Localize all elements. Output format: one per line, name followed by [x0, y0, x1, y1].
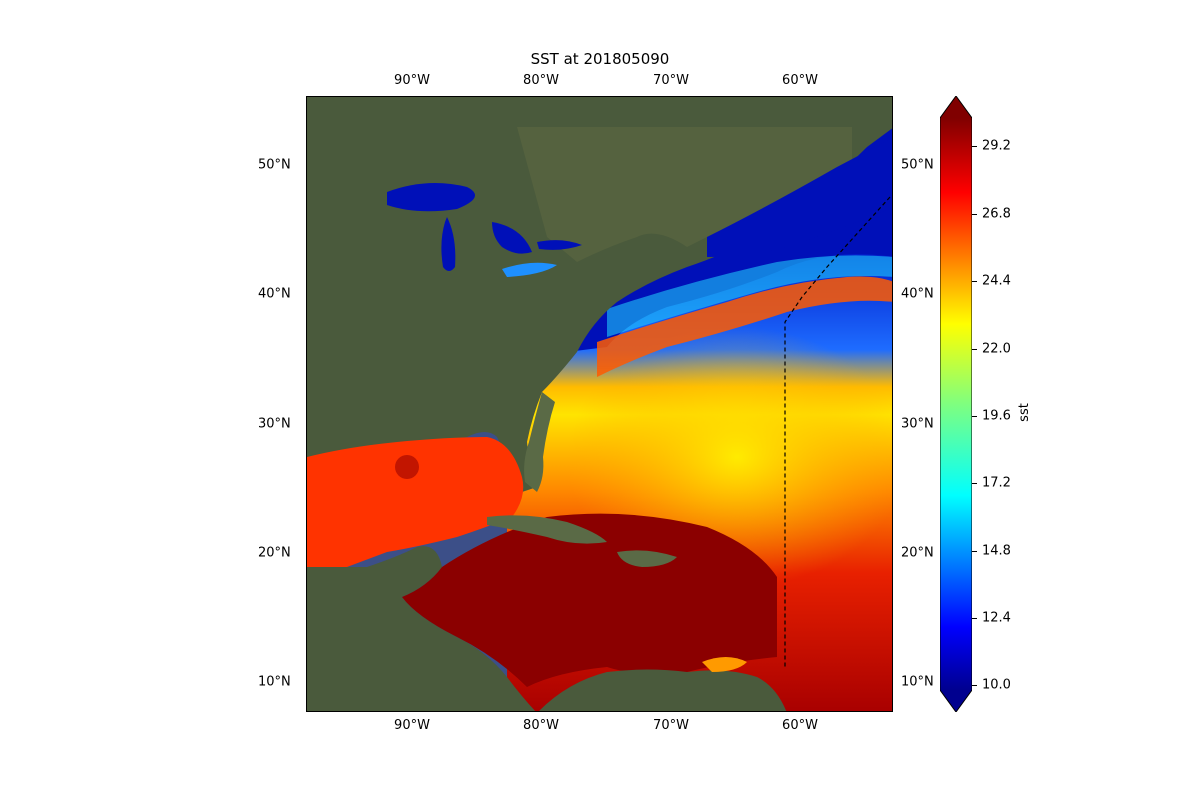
colorbar [940, 96, 972, 712]
lon-tick-top-60w: 60°W [782, 73, 818, 88]
colorbar-label: sst [1016, 403, 1032, 422]
cbar-tick-label: 29.2 [982, 138, 1011, 154]
lon-tick-top-70w: 70°W [653, 73, 689, 88]
lon-tick-bottom-70w: 70°W [653, 718, 689, 733]
colorbar-extend-max [940, 96, 972, 118]
lake-superior [387, 183, 475, 212]
cbar-tick-label: 10.0 [982, 677, 1011, 693]
lat-tick-right-20n: 20°N [901, 545, 934, 561]
dashed-boundary-line [784, 196, 891, 667]
cbar-tick-label: 22.0 [982, 341, 1011, 357]
cbar-tick-label: 24.4 [982, 273, 1011, 289]
lat-tick-left-40n: 40°N [258, 286, 291, 302]
cbar-tick-label: 14.8 [982, 543, 1011, 559]
lake-huron [492, 222, 532, 254]
cbar-tickmark [972, 146, 977, 147]
sst-gulf-of-mexico [307, 437, 524, 567]
land-cuba [487, 515, 607, 544]
lat-tick-right-50n: 50°N [901, 157, 934, 173]
sst-caribbean [402, 513, 777, 687]
cbar-tick-label: 12.4 [982, 610, 1011, 626]
sst-front-cyan [607, 255, 892, 337]
lon-tick-bottom-90w: 90°W [394, 718, 430, 733]
gulf-stream [597, 276, 892, 377]
cbar-tickmark [972, 685, 977, 686]
cbar-tickmark [972, 483, 977, 484]
gulf-eddy [395, 455, 419, 479]
cbar-tick-label: 19.6 [982, 408, 1011, 424]
lon-tick-bottom-80w: 80°W [523, 718, 559, 733]
sst-warm-coast [702, 657, 747, 672]
lake-erie [502, 262, 557, 277]
sst-map [306, 96, 893, 712]
land-canada [517, 127, 852, 262]
land-south-america [539, 669, 787, 711]
lat-tick-left-20n: 20°N [258, 545, 291, 561]
lon-tick-top-80w: 80°W [523, 73, 559, 88]
cbar-tickmark [972, 281, 977, 282]
cbar-tick-label: 17.2 [982, 475, 1011, 491]
lat-tick-left-30n: 30°N [258, 416, 291, 432]
cbar-tick-label: 26.8 [982, 206, 1011, 222]
lat-tick-right-10n: 10°N [901, 674, 934, 690]
colorbar-extend-min [940, 690, 972, 712]
cbar-tickmark [972, 416, 977, 417]
cbar-tickmark [972, 551, 977, 552]
lat-tick-left-50n: 50°N [258, 157, 291, 173]
cbar-tickmark [972, 618, 977, 619]
map-title: SST at 201805090 [530, 50, 670, 68]
lat-tick-right-30n: 30°N [901, 416, 934, 432]
gulf-st-lawrence [707, 138, 892, 257]
lon-tick-bottom-60w: 60°W [782, 718, 818, 733]
lat-tick-left-10n: 10°N [258, 674, 291, 690]
lake-michigan [441, 217, 456, 271]
land-florida [524, 392, 555, 492]
colorbar-gradient [940, 118, 972, 690]
lat-tick-right-40n: 40°N [901, 286, 934, 302]
cbar-tickmark [972, 214, 977, 215]
land-hispaniola [617, 550, 677, 567]
lake-ontario [537, 240, 582, 250]
land-central-america [307, 546, 536, 711]
cbar-tickmark [972, 349, 977, 350]
lon-tick-top-90w: 90°W [394, 73, 430, 88]
